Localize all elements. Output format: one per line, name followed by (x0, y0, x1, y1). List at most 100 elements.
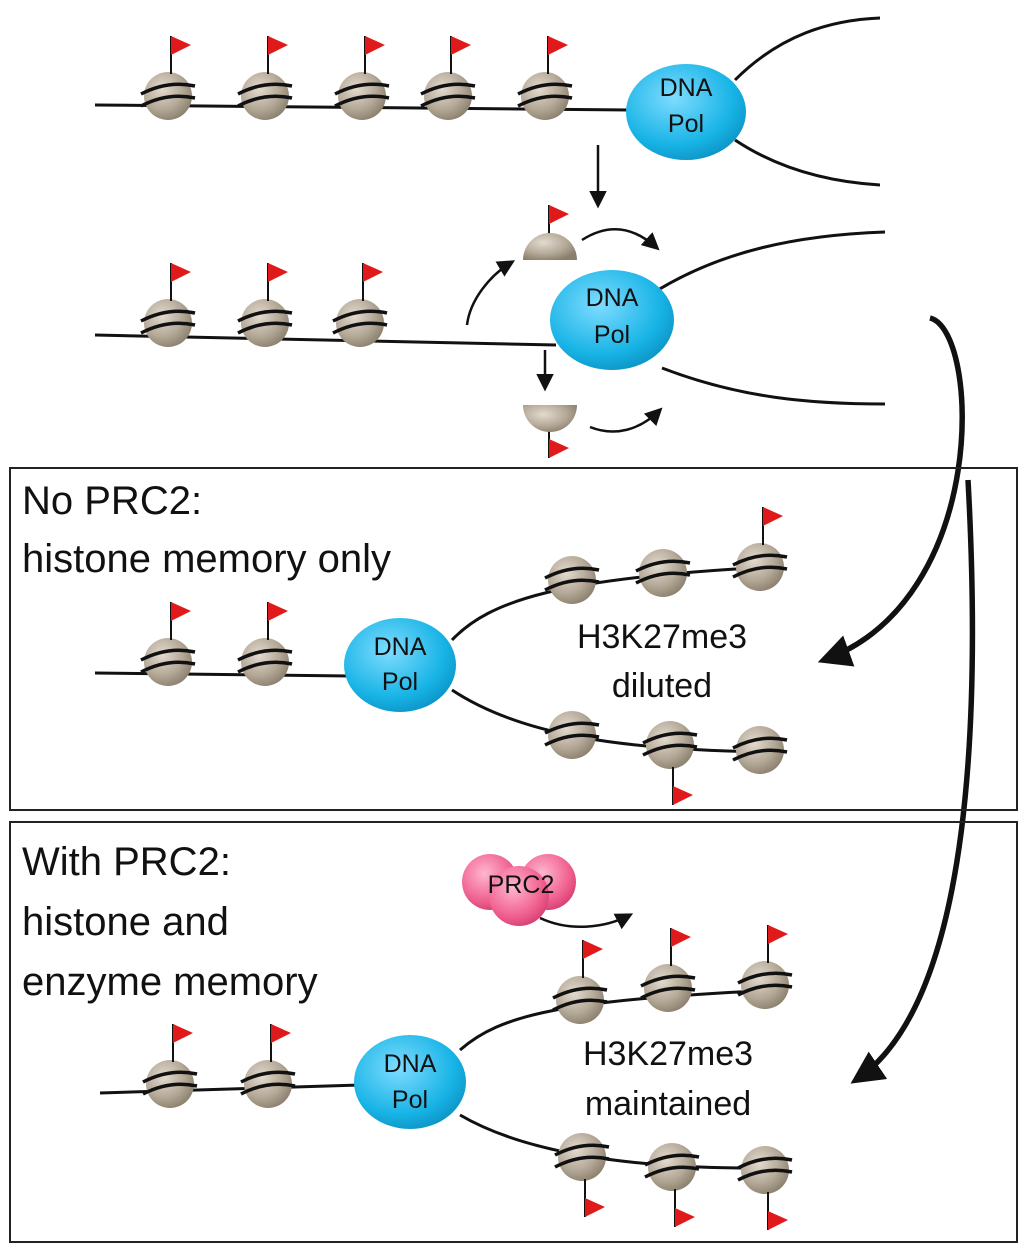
panel-title-line: histone memory only (22, 537, 392, 581)
half-nucleosome-icon (523, 233, 577, 260)
dna-strand (99, 1083, 361, 1095)
panel-no-prc2 (9, 467, 1018, 811)
methyl-mark-flag-icon (450, 36, 471, 74)
methyl-mark-flag-icon (548, 205, 569, 235)
methyl-mark-flag-icon (267, 36, 288, 74)
prc2-enzyme-icon (489, 866, 549, 926)
h3k27me3-label-line1: H3K27me3 (583, 1035, 753, 1073)
dna-strand (450, 565, 771, 642)
dna-strand (649, 230, 886, 297)
nucleosome-icon (732, 543, 788, 591)
nucleosome-icon (640, 964, 696, 1012)
nucleosome-icon (737, 961, 793, 1009)
methyl-mark-flag-icon (170, 263, 191, 301)
panel-title-line: enzyme memory (22, 960, 318, 1004)
nucleosome-icon (642, 721, 698, 769)
panel-with-prc2 (9, 821, 1018, 1243)
nucleosome-icon (237, 299, 293, 347)
methyl-mark-flag-icon (170, 36, 191, 74)
arrow-icon (465, 260, 516, 326)
nucleosome-icon (554, 1133, 610, 1181)
h3k27me3-label-panel2: H3K27me3 maintained (583, 1035, 753, 1123)
methyl-mark-flag-icon (674, 1189, 695, 1227)
nucleosome-icon (334, 72, 390, 120)
panel-title-line: With PRC2: (22, 840, 231, 884)
dna-polymerase-icon (344, 618, 456, 712)
dna-polymerase-panel2: DNA Pol (354, 1035, 466, 1129)
nucleosome-icon (732, 726, 788, 774)
dna-polymerase-top-1: DNA Pol (626, 64, 746, 160)
h3k27me3-label-line2: diluted (612, 667, 712, 705)
prc2-enzyme: PRC2 (462, 854, 576, 926)
nucleosome-icon (635, 549, 691, 597)
pol-label-line1: DNA (586, 284, 639, 312)
arrow-icon (581, 228, 660, 251)
panel-title-line: No PRC2: (22, 479, 203, 523)
nucleosome-icon (517, 72, 573, 120)
methyl-mark-flag-icon (362, 263, 383, 301)
nucleosome-icon (544, 556, 600, 604)
arrows (465, 145, 663, 930)
methyl-marks (170, 36, 788, 1230)
pol-label-line2: Pol (594, 321, 630, 349)
methyl-mark-flag-icon (267, 263, 288, 301)
methyl-mark-flag-icon (767, 1192, 788, 1230)
half-nucleosome-icon (523, 405, 577, 432)
dna-polymerase-top-2: DNA Pol (550, 270, 674, 370)
nucleosome-icon (737, 1146, 793, 1194)
nucleosome-icon (644, 1143, 700, 1191)
pol-label-line2: Pol (668, 110, 704, 138)
nucleosome-icon (237, 72, 293, 120)
pol-label-line1: DNA (660, 74, 713, 102)
pol-label-line2: Pol (392, 1086, 428, 1114)
methyl-mark-flag-icon (584, 1179, 605, 1217)
panel-no-prc2-title: No PRC2: histone memory only (22, 478, 391, 582)
methyl-mark-flag-icon (270, 1024, 291, 1062)
dna-polymerase-icon (550, 270, 674, 370)
dna-strand (94, 671, 351, 678)
pol-label-line1: DNA (374, 633, 427, 661)
nucleosome-icon (140, 638, 196, 686)
nucleosome-icon (140, 299, 196, 347)
nucleosome-icon (544, 711, 600, 759)
dna-strand (734, 138, 881, 187)
nucleosome-icon (332, 299, 388, 347)
pol-label-line2: Pol (382, 668, 418, 696)
methyl-mark-flag-icon (364, 36, 385, 74)
panel-with-prc2-title: With PRC2: histone and enzyme memory (22, 832, 318, 1012)
prc2-label: PRC2 (488, 871, 555, 899)
methyl-mark-flag-icon (548, 430, 569, 458)
methyl-mark-flag-icon (672, 767, 693, 805)
dna-strand (459, 988, 781, 1052)
dna-polymerase-icon (354, 1035, 466, 1129)
methyl-mark-flag-icon (267, 602, 288, 640)
half-nucleosomes (523, 233, 577, 432)
large-curved-arrows (817, 315, 976, 1084)
nucleosome-icon (142, 1060, 198, 1108)
methyl-mark-flag-icon (762, 507, 783, 545)
arrow-icon (817, 315, 965, 667)
nucleosome-icon (420, 72, 476, 120)
dna-polymerase-panel1: DNA Pol (344, 618, 456, 712)
methyl-mark-flag-icon (670, 928, 691, 966)
nucleosome-icon (140, 72, 196, 120)
arrow-icon (589, 407, 663, 433)
dna-strand (733, 16, 881, 82)
nucleosomes (140, 72, 793, 1194)
panel-title-line: histone and (22, 900, 229, 944)
methyl-mark-flag-icon (170, 602, 191, 640)
methyl-mark-flag-icon (767, 925, 788, 963)
pol-label-line1: DNA (384, 1050, 437, 1078)
h3k27me3-label-line1: H3K27me3 (577, 618, 747, 656)
arrow-icon (539, 913, 634, 930)
methyl-mark-flag-icon (582, 940, 603, 978)
nucleosome-icon (552, 976, 608, 1024)
methyl-mark-flag-icon (547, 36, 568, 74)
h3k27me3-label-line2: maintained (585, 1085, 751, 1123)
arrow-icon (850, 479, 976, 1084)
nucleosome-icon (240, 1060, 296, 1108)
methyl-mark-flag-icon (172, 1024, 193, 1062)
nucleosome-icon (237, 638, 293, 686)
dna-strand (661, 366, 886, 406)
